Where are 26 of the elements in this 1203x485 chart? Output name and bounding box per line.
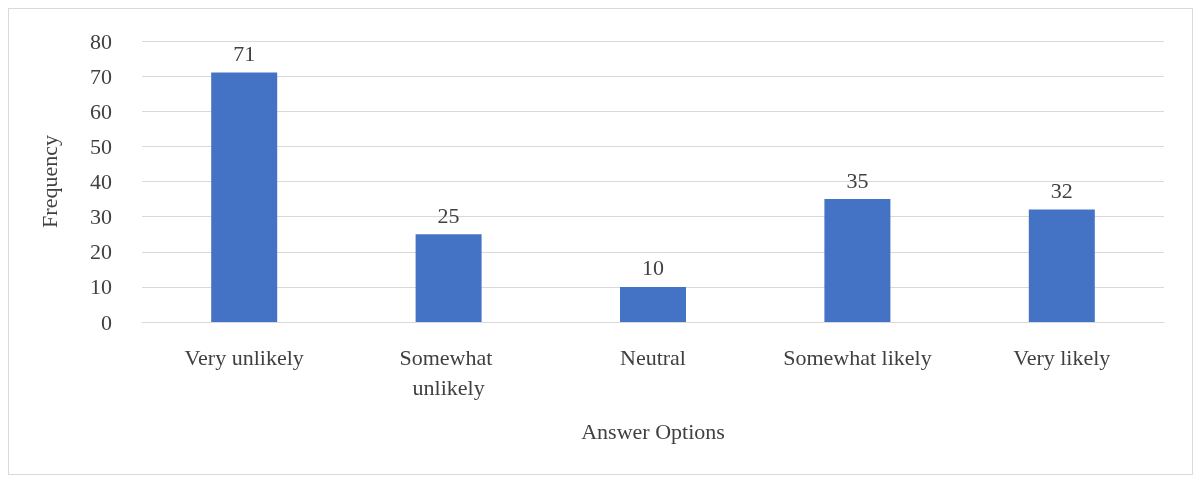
x-tick-label: Somewhat likely (783, 344, 932, 370)
y-axis-title: Frequency (36, 135, 62, 228)
y-tick-label: 50 (90, 133, 112, 159)
data-label: 71 (233, 41, 256, 67)
y-tick-label: 70 (90, 63, 112, 89)
bar (620, 286, 686, 322)
y-tick-label: 80 (90, 28, 112, 54)
x-tick-label: Very likely (1013, 344, 1111, 370)
data-label: 10 (642, 255, 664, 281)
x-tick-label: Very unlikely (184, 344, 304, 370)
y-tick-label: 10 (90, 274, 112, 300)
y-tick-label: 20 (90, 239, 112, 265)
x-axis-title: Answer Options (581, 418, 725, 444)
y-tick-label: 40 (90, 169, 112, 194)
x-tick-label: Somewhat unlikely (399, 344, 498, 400)
data-label: 25 (437, 202, 460, 228)
x-tick-label: Neutral (620, 344, 686, 370)
bar (415, 234, 482, 322)
y-tick-label: 0 (101, 309, 112, 335)
bar (211, 72, 278, 322)
y-tick-label: 30 (90, 204, 112, 230)
bar (1028, 209, 1095, 322)
bar (824, 199, 891, 322)
y-tick-label: 60 (90, 98, 112, 124)
data-label: 35 (846, 167, 869, 193)
data-label: 32 (1050, 178, 1073, 204)
